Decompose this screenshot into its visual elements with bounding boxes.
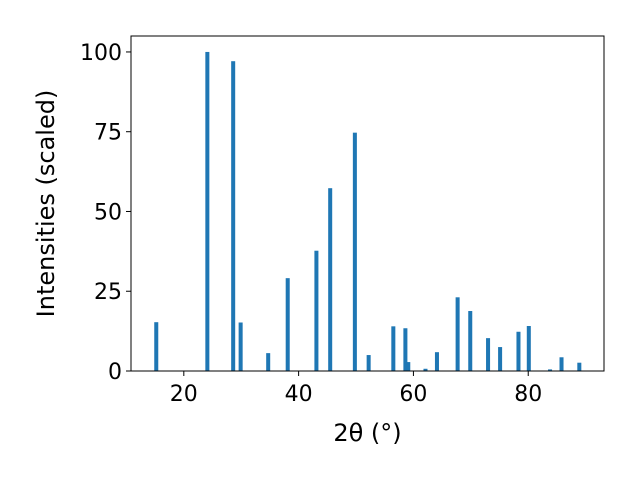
bar-13 <box>423 368 428 371</box>
x-tick-label-0: 20 <box>170 382 198 407</box>
bar-3 <box>238 322 243 371</box>
y-tick-label-0: 0 <box>108 360 122 385</box>
bar-14 <box>434 352 439 371</box>
x-tick-label-1: 40 <box>285 382 313 407</box>
bar-8 <box>352 132 357 371</box>
y-tick-label-2: 50 <box>94 200 122 225</box>
bar-20 <box>526 326 531 371</box>
y-axis-label: Intensities (scaled) <box>32 90 60 318</box>
bar-19 <box>516 331 521 371</box>
bar-11 <box>403 328 408 371</box>
bar-18 <box>498 347 503 371</box>
bar-22 <box>559 357 564 371</box>
bar-23 <box>577 362 582 371</box>
bar-7 <box>328 188 333 371</box>
bar-1 <box>205 51 210 371</box>
y-tick-label-1: 25 <box>94 280 122 305</box>
bar-4 <box>266 353 271 371</box>
bar-2 <box>231 61 236 371</box>
bar-21 <box>548 369 553 371</box>
bar-9 <box>366 355 371 371</box>
bar-17 <box>486 338 491 371</box>
bar-12 <box>406 362 411 371</box>
x-tick-label-3: 80 <box>514 382 542 407</box>
bar-5 <box>285 278 290 371</box>
bar-16 <box>468 311 473 371</box>
x-axis-label: 2θ (°) <box>333 419 401 447</box>
bar-15 <box>455 297 460 371</box>
y-tick-label-3: 75 <box>94 121 122 146</box>
bar-10 <box>391 326 396 371</box>
bar-0 <box>154 322 159 371</box>
x-tick-label-2: 60 <box>399 382 427 407</box>
bar-6 <box>314 250 319 371</box>
x-axis: 20 40 60 80 <box>170 371 542 407</box>
bars-group <box>154 51 582 371</box>
plot-frame <box>130 35 605 372</box>
y-axis: 0 25 50 75 100 <box>80 41 131 385</box>
y-tick-label-4: 100 <box>80 41 122 66</box>
